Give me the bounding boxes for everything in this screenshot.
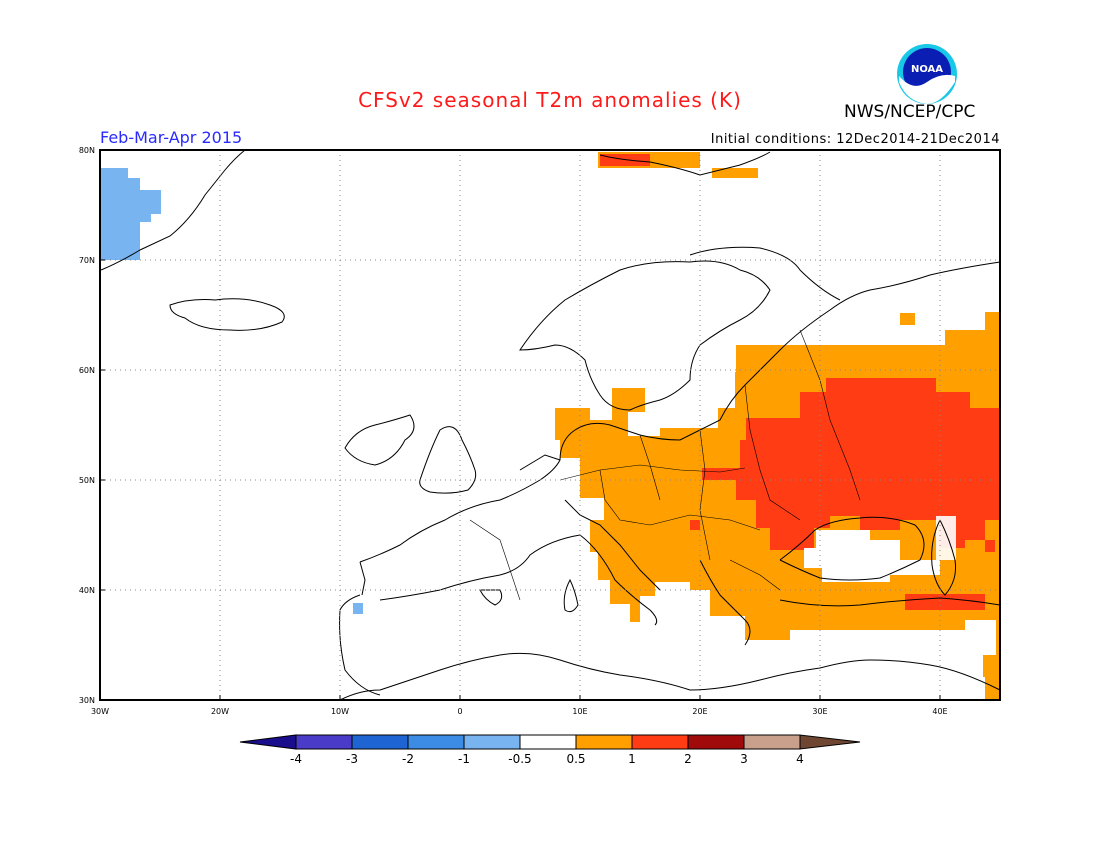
- noaa-logo: NOAA: [897, 44, 957, 104]
- colorbar-label: 3: [740, 752, 748, 766]
- colorbar-label: -4: [290, 752, 302, 766]
- colorbar-swatch: [519, 734, 577, 750]
- cool-anomaly-region: [353, 603, 363, 614]
- colorbar-arrow-high: [799, 734, 861, 750]
- lon-tick-label: 0: [457, 707, 462, 716]
- colorbar-label: -2: [402, 752, 414, 766]
- borders: [469, 329, 861, 601]
- colorbar-swatch: [575, 734, 633, 750]
- lat-tick-label: 70N: [79, 256, 95, 265]
- colorbar-label: 0.5: [566, 752, 585, 766]
- colorbar-label: -1: [458, 752, 470, 766]
- neutral-gap: [804, 530, 940, 582]
- lat-tick-label: 80N: [79, 146, 95, 155]
- cool-anomaly-region: [101, 168, 161, 260]
- neutral-gap: [936, 516, 956, 560]
- initial-conditions: Initial conditions: 12Dec2014-21Dec2014: [710, 132, 1000, 147]
- lon-tick-label: 30E: [812, 707, 827, 716]
- colorbar-swatch: [743, 734, 801, 750]
- lat-tick-label: 60N: [79, 366, 95, 375]
- colorbar-label: -0.5: [508, 752, 531, 766]
- strong-warm-anomaly-region: [985, 540, 995, 552]
- colorbar-swatch: [463, 734, 521, 750]
- colorbar-arrow-low: [239, 734, 297, 750]
- lon-tick-label: 10E: [572, 707, 587, 716]
- latitude-labels: 80N 70N 60N 50N 40N 30N: [79, 146, 105, 705]
- logo-text: NOAA: [911, 64, 943, 75]
- strong-warm-anomaly-region: [690, 520, 700, 530]
- lat-tick-label: 30N: [79, 696, 95, 705]
- lon-tick-label: 20W: [211, 707, 229, 716]
- map-title: CFSv2 seasonal T2m anomalies (K): [358, 88, 742, 112]
- colorbar-swatch: [295, 734, 353, 750]
- strong-warm-anomaly-region: [905, 594, 985, 610]
- longitude-labels: 30W 20W 10W 0 10E 20E 30E 40E: [91, 695, 948, 716]
- colorbar-label: 4: [796, 752, 804, 766]
- map-frame: [99, 149, 1001, 701]
- strong-warm-anomaly-region: [702, 378, 1000, 550]
- colorbar-swatch: [407, 734, 465, 750]
- lon-tick-label: 40E: [932, 707, 947, 716]
- lon-tick-label: 10W: [331, 707, 349, 716]
- colorbar-swatch: [631, 734, 689, 750]
- lon-tick-label: 20E: [692, 707, 707, 716]
- forecast-period: Feb-Mar-Apr 2015: [100, 128, 243, 147]
- graticule: [100, 150, 1000, 700]
- lat-tick-label: 50N: [79, 476, 95, 485]
- lon-tick-label: 30W: [91, 707, 109, 716]
- warm-anomaly-region: [900, 313, 915, 325]
- org-label: NWS/NCEP/CPC: [844, 102, 976, 122]
- anomaly-shading: [101, 152, 1000, 700]
- coastlines: [100, 149, 1001, 701]
- colorbar-label: 1: [628, 752, 636, 766]
- warm-anomaly-region: [983, 655, 995, 677]
- colorbar-swatch: [687, 734, 745, 750]
- lat-tick-label: 40N: [79, 586, 95, 595]
- colorbar: -4 -3 -2 -1 -0.5 0.5 1 2 3 4: [239, 734, 861, 766]
- colorbar-label: 2: [684, 752, 692, 766]
- colorbar-swatch: [351, 734, 409, 750]
- colorbar-label: -3: [346, 752, 358, 766]
